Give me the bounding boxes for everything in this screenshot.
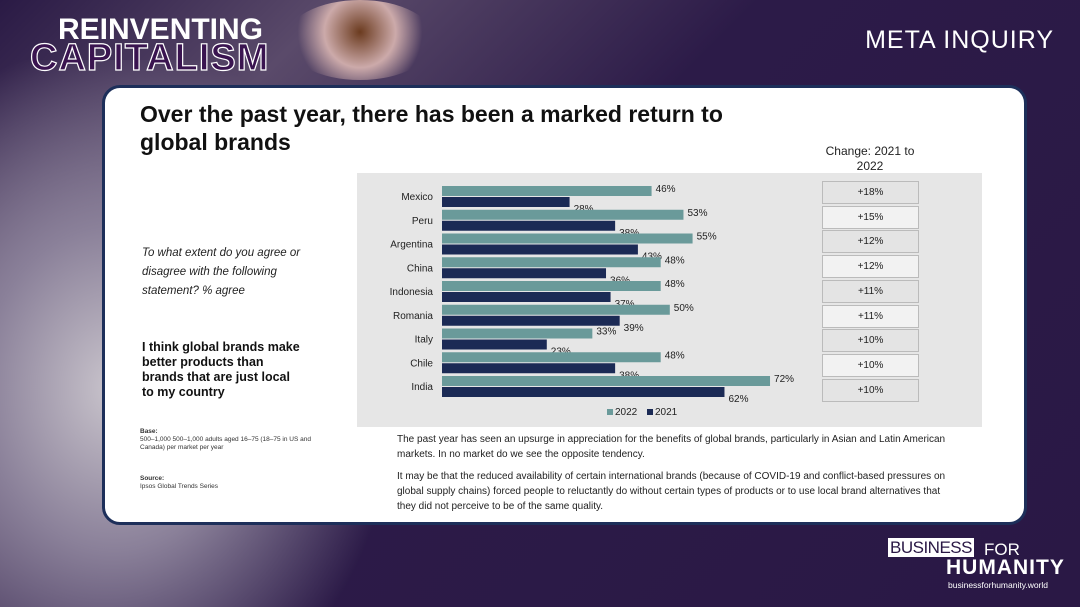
bar-2022 — [442, 209, 684, 220]
category-label: Indonesia — [390, 287, 434, 298]
survey-statement: I think global brands make better produc… — [142, 340, 300, 399]
category-label: Peru — [412, 216, 433, 227]
bar-2021 — [442, 315, 620, 326]
data-label-2021: 38% — [619, 370, 639, 381]
data-label-2022: 48% — [665, 255, 685, 266]
data-label-2022: 50% — [674, 303, 694, 314]
bar-2022 — [442, 186, 652, 196]
data-label-2021: 36% — [610, 275, 630, 286]
legend-swatch-2022 — [607, 409, 613, 415]
survey-question: To what extent do you agree or disagree … — [142, 247, 301, 297]
bar-2021 — [442, 387, 725, 397]
base-text: 500–1,000 500–1,000 adults aged 16–75 (1… — [140, 436, 311, 451]
category-label: Chile — [410, 358, 433, 369]
logo-url: businessforhumanity.world — [948, 580, 1048, 590]
change-title: Change: 2021 to 2022 — [825, 144, 915, 173]
logo-humanity: HUMANITY — [946, 556, 1065, 579]
bar-2022 — [442, 352, 661, 363]
change-value: +11% — [822, 279, 919, 303]
change-value: +10% — [822, 353, 919, 377]
base-label: Base: — [140, 428, 158, 435]
bar-2021 — [442, 339, 547, 350]
legend-label: 2022 — [615, 407, 638, 418]
logo-capitalism: CAPITALISM — [29, 36, 270, 79]
category-label: Argentina — [390, 240, 433, 251]
bar-2022 — [442, 376, 771, 386]
data-label-2021: 39% — [624, 323, 644, 334]
bar-2021 — [442, 363, 616, 374]
bar-2021 — [442, 220, 616, 231]
logo-for: FOR — [984, 540, 1020, 559]
data-label-2021: 62% — [728, 394, 748, 405]
source-note: Source: Ipsos Global Trends Series — [140, 475, 320, 491]
bar-2021 — [442, 268, 607, 279]
change-value: +10% — [822, 378, 919, 402]
bar-2021 — [442, 197, 570, 207]
data-label-2021: 38% — [619, 228, 639, 239]
category-label: China — [407, 263, 434, 274]
data-label-2022: 33% — [596, 327, 616, 338]
bar-2022 — [442, 281, 661, 291]
logo-business: BUSINESS — [888, 538, 974, 557]
change-value: +11% — [822, 304, 919, 328]
background-coffee-cup — [285, 0, 435, 80]
data-label-2022: 48% — [665, 350, 685, 361]
change-value: +18% — [822, 181, 919, 204]
category-label: Italy — [415, 335, 433, 346]
change-value: +12% — [822, 255, 919, 279]
section-title: META INQUIRY — [865, 26, 1054, 54]
base-note: Base: 500–1,000 500–1,000 adults aged 16–… — [140, 428, 320, 452]
data-label-2021: 43% — [642, 252, 662, 263]
data-label-2022: 48% — [665, 279, 685, 290]
bar-2022 — [442, 328, 593, 339]
category-label: Mexico — [401, 192, 433, 203]
data-label-2022: 72% — [774, 374, 794, 385]
bar-2022 — [442, 233, 693, 244]
data-label-2021: 28% — [574, 204, 594, 215]
commentary-1: The past year has seen an upsurge in app… — [397, 434, 946, 460]
slide-title: Over the past year, there has been a mar… — [140, 101, 723, 155]
category-label: Romania — [393, 311, 433, 322]
source-label: Source: — [140, 475, 165, 482]
bar-2021 — [442, 292, 611, 302]
data-label-2022: 46% — [656, 184, 676, 195]
data-label-2022: 53% — [687, 208, 707, 219]
category-label: India — [411, 382, 433, 393]
commentary-2: It may be that the reduced availability … — [397, 471, 946, 512]
legend-swatch-2021 — [647, 409, 653, 415]
data-label-2022: 55% — [697, 232, 717, 243]
bar-2021 — [442, 244, 638, 255]
source-text: Ipsos Global Trends Series — [140, 483, 219, 490]
logo-reinventing: REINVENTING — [58, 13, 264, 46]
legend-label: 2021 — [655, 407, 678, 418]
change-value: +10% — [822, 329, 919, 353]
data-label-2021: 23% — [551, 347, 571, 358]
bar-2022 — [442, 304, 670, 315]
data-label-2021: 37% — [615, 299, 635, 310]
change-value: +15% — [822, 205, 919, 229]
bar-2022 — [442, 257, 661, 268]
change-value: +12% — [822, 230, 919, 254]
